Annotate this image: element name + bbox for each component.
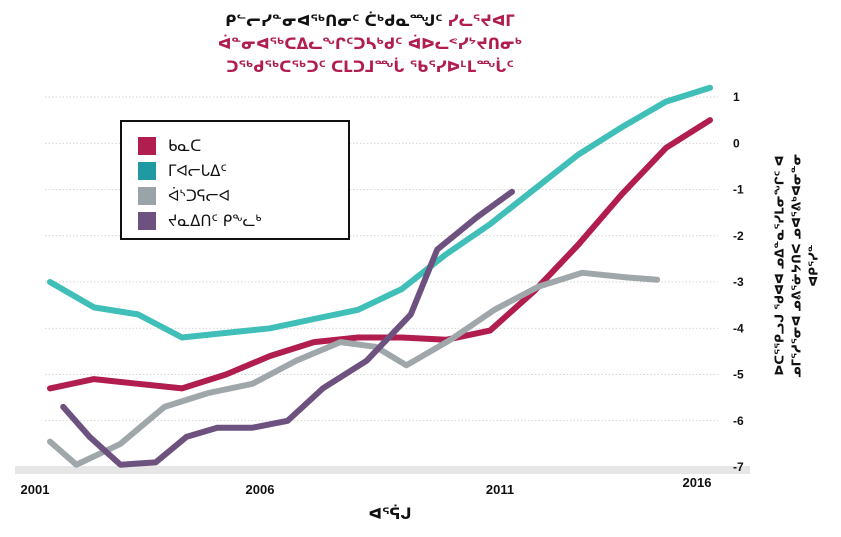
series-line [60,188,515,468]
legend-label: ᑲᓇᑕ [168,137,202,155]
x-axis-ticks: 2001 2006 2011 2016 [21,475,712,497]
y-tick-label: 0 [733,136,740,150]
y-tick-label: -2 [733,229,744,243]
y-axis-ticks: 1 0 -1 -2 -3 -4 -5 -6 -7 [733,90,744,474]
title-line-1-highlight: ᓯᓚᕐᔪᐊᒥ [447,12,515,30]
legend-label: ᒥᐊᓕᒐᐃᑦ [168,162,227,180]
chart-title: ᑭᓪᓕᓯᓐᓂᐊᖅᑎᓂᑦ ᑖᒃᑯᓇᙳᑦ ᓯᓚᕐᔪᐊᒥ ᐋᓐᓂᐊᖅᑕᐃᓚᖏᑦᑐᓴᒃᑯ… [150,10,590,79]
x-tick-label: 2016 [683,475,712,490]
x-tick-label: 2011 [486,482,514,497]
legend-swatch [138,162,156,180]
series-lines [47,84,713,468]
x-axis-label: ᐊᕐᕌᒍ [368,505,412,523]
y-tick-label: -1 [733,183,744,197]
y-tick-label: 1 [733,90,740,104]
series-line [47,117,713,392]
legend: ᑲᓇᑕ ᒥᐊᓕᒐᐃᑦ ᐋᔅᑐᕋᓕᐊ ᔪᓇᐃᑎᑦ ᑭᖕᓚᒃ [120,120,350,240]
y-axis-label-wrap: ᐅᑕᕐᕿᓗᒍ ᖁᐊᐊ ᓄᐃᓐᓇᕐᓯᒪᓂᖏᑦ ᐊ ᓄᒥᕐᓱᕐᓂᐊ ᓄᕕᕐᓃᔭᑎᐸ … [762,135,832,405]
legend-item: ᑲᓇᑕ [138,134,201,158]
series-line [47,84,713,341]
x-tick-label: 2006 [246,482,275,497]
x-tick-label: 2001 [21,482,50,497]
legend-label: ᐋᔅᑐᕋᓕᐊ [168,187,231,205]
title-line-3: ᑐᖅᑯᖅᑕᖅᑐᑦ ᑕᒪᑐᒧᙶ ᖃᕐᓯᐅᒻᒪᙶᑦ [226,58,514,76]
legend-item: ᒥᐊᓕᒐᐃᑦ [138,159,227,183]
legend-item: ᔪᓇᐃᑎᑦ ᑭᖕᓚᒃ [138,209,262,233]
y-tick-label: -5 [733,368,744,382]
legend-item: ᐋᔅᑐᕋᓕᐊ [138,184,230,208]
y-tick-label: -6 [733,414,744,428]
y-tick-label: -7 [733,460,744,474]
y-tick-label: -3 [733,275,744,289]
series-line [47,269,661,468]
y-axis-label: ᐅᑕᕐᕿᓗᒍ ᖁᐊᐊ ᓄᐃᓐᓇᕐᓯᒪᓂᖏᑦ ᐊ ᓄᒥᕐᓱᕐᓂᐊ ᓄᕕᕐᓃᔭᑎᐸ … [772,153,821,378]
title-line-1: ᑭᓪᓕᓯᓐᓂᐊᖅᑎᓂᑦ ᑖᒃᑯᓇᙳᑦ [225,12,443,30]
legend-swatch [138,187,156,205]
legend-swatch [138,137,156,155]
title-line-2: ᐋᓐᓂᐊᖅᑕᐃᓚᖏᑦᑐᓴᒃᑯᑦ ᐋᐅᓚᕝᓯᔾᔪᑎᓂᒃ [217,35,523,53]
legend-label: ᔪᓇᐃᑎᑦ ᑭᖕᓚᒃ [168,212,262,230]
legend-swatch [138,212,156,230]
y-tick-label: -4 [733,321,744,335]
